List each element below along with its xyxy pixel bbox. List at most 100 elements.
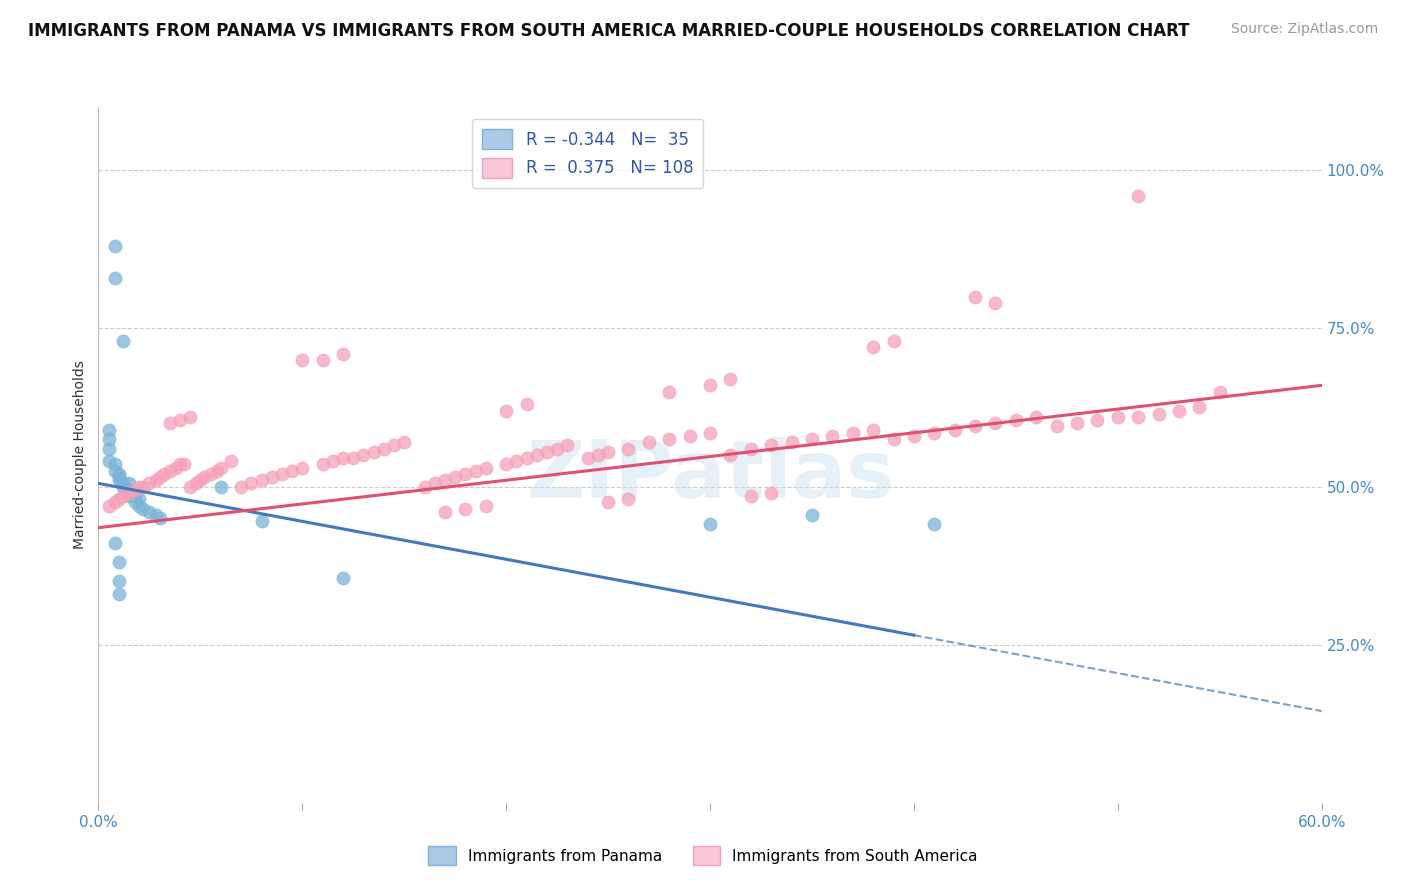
Point bbox=[516, 451, 538, 466]
Point bbox=[617, 492, 640, 507]
Point bbox=[111, 479, 134, 493]
Point bbox=[97, 442, 120, 456]
Point bbox=[200, 467, 222, 481]
Text: IMMIGRANTS FROM PANAMA VS IMMIGRANTS FROM SOUTH AMERICA MARRIED-COUPLE HOUSEHOLD: IMMIGRANTS FROM PANAMA VS IMMIGRANTS FRO… bbox=[28, 22, 1189, 40]
Point bbox=[382, 438, 405, 452]
Point bbox=[332, 571, 354, 585]
Point bbox=[104, 464, 127, 478]
Point bbox=[332, 451, 354, 466]
Point bbox=[159, 464, 181, 478]
Point bbox=[699, 517, 721, 532]
Point bbox=[240, 476, 263, 491]
Point bbox=[922, 517, 945, 532]
Point bbox=[291, 460, 314, 475]
Point bbox=[1167, 403, 1189, 417]
Point bbox=[720, 372, 742, 386]
Point bbox=[250, 473, 273, 487]
Point bbox=[132, 479, 155, 493]
Point bbox=[454, 467, 477, 481]
Point bbox=[322, 454, 344, 468]
Point bbox=[699, 378, 721, 392]
Point bbox=[193, 470, 215, 484]
Point bbox=[111, 334, 134, 348]
Point bbox=[97, 454, 120, 468]
Point bbox=[598, 495, 620, 509]
Point bbox=[821, 429, 844, 443]
Point bbox=[209, 460, 232, 475]
Point bbox=[1188, 401, 1211, 415]
Point bbox=[761, 438, 783, 452]
Point bbox=[219, 454, 242, 468]
Point bbox=[638, 435, 661, 450]
Point bbox=[1209, 384, 1232, 399]
Point bbox=[312, 458, 335, 472]
Point bbox=[145, 473, 167, 487]
Point bbox=[111, 476, 134, 491]
Legend: R = -0.344   N=  35, R =  0.375   N= 108: R = -0.344 N= 35, R = 0.375 N= 108 bbox=[472, 119, 703, 188]
Point bbox=[658, 432, 681, 446]
Point bbox=[1085, 413, 1108, 427]
Point bbox=[586, 448, 609, 462]
Point bbox=[128, 499, 150, 513]
Point bbox=[1066, 417, 1088, 431]
Point bbox=[104, 536, 127, 550]
Point bbox=[332, 347, 354, 361]
Point bbox=[124, 495, 146, 509]
Point bbox=[108, 473, 131, 487]
Point bbox=[281, 464, 304, 478]
Point bbox=[720, 448, 742, 462]
Point bbox=[149, 470, 172, 484]
Point bbox=[145, 508, 167, 522]
Point bbox=[169, 413, 191, 427]
Point bbox=[862, 340, 884, 354]
Point bbox=[108, 574, 131, 589]
Point bbox=[922, 425, 945, 440]
Point bbox=[1107, 409, 1129, 424]
Point bbox=[108, 492, 131, 507]
Point bbox=[108, 556, 131, 570]
Point bbox=[209, 479, 232, 493]
Point bbox=[474, 460, 498, 475]
Point bbox=[1128, 409, 1150, 424]
Point bbox=[1045, 419, 1069, 434]
Point bbox=[658, 384, 681, 399]
Point bbox=[352, 448, 374, 462]
Point bbox=[132, 501, 155, 516]
Point bbox=[699, 425, 721, 440]
Point bbox=[943, 423, 966, 437]
Point bbox=[1128, 188, 1150, 202]
Point bbox=[104, 495, 127, 509]
Point bbox=[984, 417, 1007, 431]
Point bbox=[801, 508, 824, 522]
Point bbox=[965, 290, 987, 304]
Point bbox=[1025, 409, 1047, 424]
Point bbox=[862, 423, 884, 437]
Point bbox=[505, 454, 527, 468]
Point bbox=[104, 458, 127, 472]
Point bbox=[104, 239, 127, 253]
Point bbox=[118, 476, 141, 491]
Point bbox=[270, 467, 294, 481]
Point bbox=[495, 403, 517, 417]
Point bbox=[423, 476, 446, 491]
Point bbox=[312, 353, 335, 368]
Point bbox=[780, 435, 803, 450]
Point bbox=[291, 353, 314, 368]
Point bbox=[474, 499, 498, 513]
Point bbox=[138, 476, 160, 491]
Point bbox=[679, 429, 702, 443]
Point bbox=[413, 479, 436, 493]
Point bbox=[250, 514, 273, 528]
Point bbox=[97, 499, 120, 513]
Point bbox=[495, 458, 517, 472]
Point bbox=[173, 458, 195, 472]
Point bbox=[118, 483, 141, 497]
Point bbox=[883, 432, 905, 446]
Point bbox=[984, 296, 1007, 310]
Point bbox=[231, 479, 253, 493]
Point bbox=[124, 489, 146, 503]
Point bbox=[260, 470, 283, 484]
Text: Source: ZipAtlas.com: Source: ZipAtlas.com bbox=[1230, 22, 1378, 37]
Point bbox=[124, 483, 146, 497]
Point bbox=[965, 419, 987, 434]
